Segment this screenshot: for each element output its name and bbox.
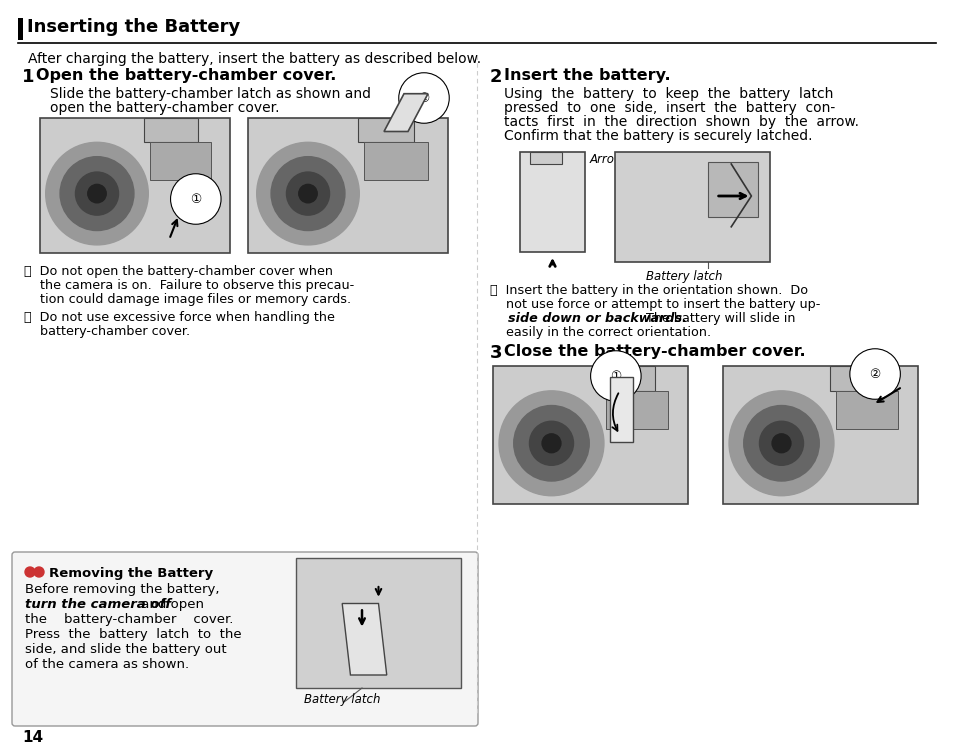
Polygon shape (342, 604, 386, 675)
Text: Slide the battery-chamber latch as shown and: Slide the battery-chamber latch as shown… (50, 87, 371, 101)
Bar (707, 162, 757, 217)
Circle shape (60, 156, 133, 230)
Circle shape (298, 184, 317, 203)
Text: the camera is on.  Failure to observe this precau-: the camera is on. Failure to observe thi… (24, 279, 354, 292)
Text: Battery latch: Battery latch (645, 270, 721, 283)
Polygon shape (384, 94, 428, 132)
Circle shape (759, 421, 802, 465)
Text: tion could damage image files or memory cards.: tion could damage image files or memory … (24, 293, 351, 306)
Circle shape (541, 434, 560, 453)
Text: side, and slide the battery out: side, and slide the battery out (25, 643, 227, 656)
Circle shape (271, 156, 345, 230)
Circle shape (771, 434, 790, 453)
Text: ⓘ  Do not open the battery-chamber cover when: ⓘ Do not open the battery-chamber cover … (24, 265, 333, 278)
Circle shape (34, 567, 44, 577)
Text: The battery will slide in: The battery will slide in (638, 312, 795, 325)
Bar (248, 118, 448, 253)
Text: ⓘ  Insert the battery in the orientation shown.  Do: ⓘ Insert the battery in the orientation … (490, 284, 807, 297)
Bar (605, 391, 668, 429)
Text: Open the battery-chamber cover.: Open the battery-chamber cover. (36, 68, 336, 83)
Text: ⓘ  Do not use excessive force when handling the: ⓘ Do not use excessive force when handli… (24, 311, 335, 324)
Text: Battery latch: Battery latch (304, 693, 380, 706)
Text: 1: 1 (22, 68, 34, 86)
Text: Press  the  battery  latch  to  the: Press the battery latch to the (25, 628, 241, 641)
Circle shape (46, 142, 148, 245)
Circle shape (514, 405, 589, 481)
FancyBboxPatch shape (12, 552, 477, 726)
Text: 3: 3 (490, 344, 502, 362)
Text: open the battery-chamber cover.: open the battery-chamber cover. (50, 101, 279, 115)
Bar (829, 366, 884, 391)
Text: of the camera as shown.: of the camera as shown. (25, 658, 189, 671)
Circle shape (75, 172, 118, 215)
Bar (615, 152, 769, 262)
Bar (357, 118, 414, 142)
Text: 2: 2 (490, 68, 502, 86)
Text: easily in the correct orientation.: easily in the correct orientation. (490, 326, 710, 339)
Text: tacts  first  in  the  direction  shown  by  the  arrow.: tacts first in the direction shown by th… (503, 115, 858, 129)
Circle shape (25, 567, 35, 577)
Circle shape (743, 405, 819, 481)
Text: Removing the Battery: Removing the Battery (49, 567, 213, 580)
Polygon shape (609, 377, 633, 442)
Bar (18, 18, 23, 40)
Bar (722, 366, 917, 504)
Circle shape (286, 172, 329, 215)
Circle shape (88, 184, 106, 203)
Text: ②: ② (418, 91, 429, 105)
Circle shape (529, 421, 573, 465)
Bar (144, 118, 197, 142)
Text: ①: ① (610, 370, 620, 382)
Text: ①: ① (190, 192, 201, 206)
Text: Insert the battery.: Insert the battery. (503, 68, 670, 83)
Text: 14: 14 (22, 730, 43, 745)
Bar (295, 558, 460, 688)
Text: side down or backwards.: side down or backwards. (490, 312, 686, 325)
Bar (493, 366, 687, 504)
Bar (40, 118, 230, 253)
Text: Inserting the Battery: Inserting the Battery (27, 18, 240, 36)
Circle shape (256, 142, 359, 245)
Text: turn the camera off: turn the camera off (25, 598, 171, 611)
Text: After charging the battery, insert the battery as described below.: After charging the battery, insert the b… (28, 52, 480, 66)
Bar (599, 366, 654, 391)
Bar (835, 391, 898, 429)
Circle shape (498, 391, 603, 496)
Text: Confirm that the battery is securely latched.: Confirm that the battery is securely lat… (503, 129, 812, 143)
Bar (150, 142, 211, 180)
Text: Before removing the battery,: Before removing the battery, (25, 583, 219, 596)
Text: Arrow: Arrow (589, 153, 624, 166)
Text: Close the battery-chamber cover.: Close the battery-chamber cover. (503, 344, 804, 359)
Text: and open: and open (137, 598, 204, 611)
Bar (519, 152, 584, 252)
Text: not use force or attempt to insert the battery up-: not use force or attempt to insert the b… (490, 298, 820, 311)
Circle shape (728, 391, 833, 496)
Bar (364, 142, 428, 180)
Bar (529, 152, 561, 164)
Text: the    battery-chamber    cover.: the battery-chamber cover. (25, 613, 233, 626)
Text: battery-chamber cover.: battery-chamber cover. (24, 325, 190, 338)
Text: pressed  to  one  side,  insert  the  battery  con-: pressed to one side, insert the battery … (503, 101, 835, 115)
Text: ②: ② (868, 367, 880, 381)
Text: Using  the  battery  to  keep  the  battery  latch: Using the battery to keep the battery la… (503, 87, 833, 101)
